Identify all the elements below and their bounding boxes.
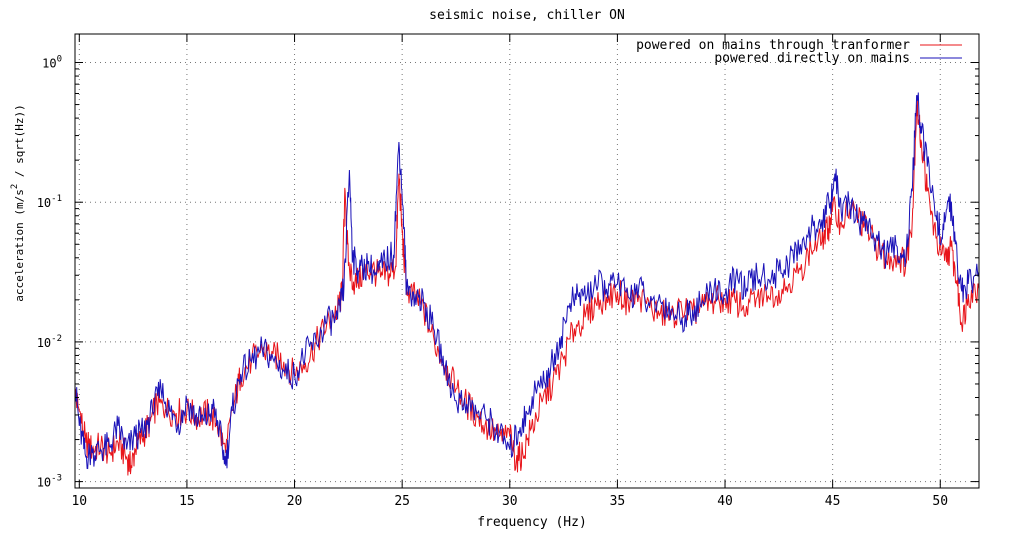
x-tick-label: 25 [394,494,410,509]
y-tick-label-exp: 0 [57,55,62,65]
y-tick-label-exp: -2 [51,334,62,344]
y-axis-label-sup: 2 [10,184,20,189]
plot-frame [74,33,980,489]
x-tick-label: 40 [717,494,733,509]
x-tick-label: 20 [287,494,303,509]
y-axis-label-rest: / sqrt(Hz)) [13,104,26,183]
y-axis-label-base: acceleration (m/s [13,189,26,302]
y-axis-label: acceleration (m/s2 / sqrt(Hz)) [10,104,26,302]
legend-label-1: powered on mains through tranformer [636,38,910,53]
legend: powered on mains through tranformerpower… [636,38,962,66]
y-tick-label-base: 10 [37,196,51,210]
x-tick-label: 15 [179,494,195,509]
y-tick-label: 10-3 [37,474,62,490]
x-tick-label: 50 [932,494,948,509]
y-tick-label-base: 10 [37,476,51,490]
series-layer [75,92,979,476]
x-tick-label: 35 [610,494,626,509]
gridlines [75,34,979,488]
chart-title: seismic noise, chiller ON [429,8,625,23]
x-tick-label: 10 [71,494,87,509]
x-axis-label: frequency (Hz) [477,515,587,530]
legend-label-2: powered directly on mains [714,51,910,66]
y-tick-label-exp: -3 [51,474,62,484]
y-tick-label-exp: -1 [51,194,62,204]
y-tick-label: 100 [42,55,62,71]
y-tick-label-base: 10 [37,336,51,350]
y-tick-label: 10-2 [37,334,62,350]
x-tick-label: 45 [825,494,841,509]
x-tick-label: 30 [502,494,518,509]
y-tick-label-base: 10 [42,57,56,71]
y-tick-label: 10-1 [37,194,62,210]
x-axis: 10 15 20 25 30 35 40 45 50 [71,34,948,509]
series-line-2 [75,92,979,470]
